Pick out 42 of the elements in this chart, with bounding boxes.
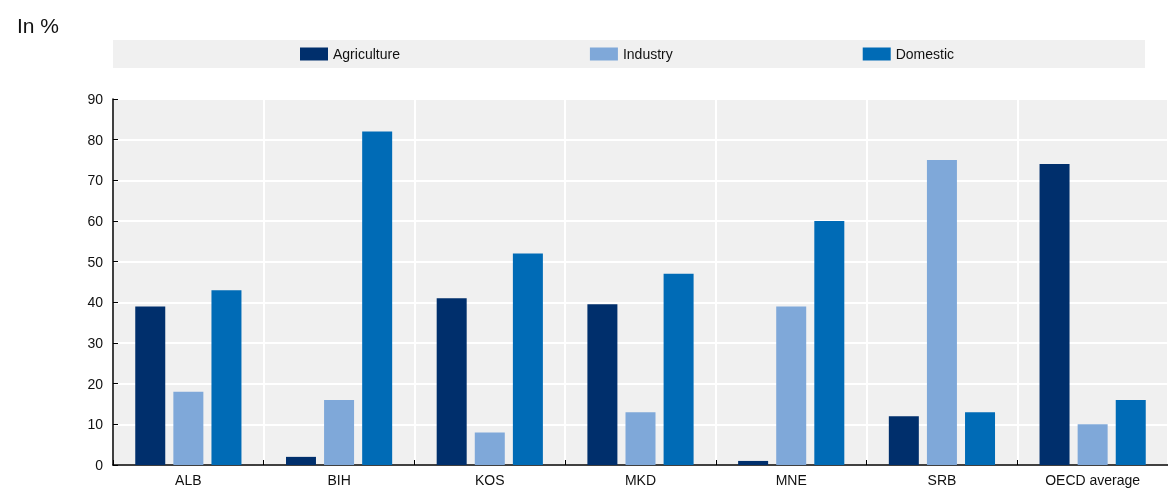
bar [888, 416, 919, 465]
y-axis-title: In % [17, 14, 60, 37]
y-tick-label: 70 [87, 172, 104, 189]
y-tick-label: 40 [87, 294, 104, 311]
bar [474, 432, 505, 465]
bar [926, 160, 957, 465]
bar [362, 131, 393, 465]
x-tick-label: ALB [175, 472, 202, 488]
x-tick-label: OECD average [1045, 472, 1141, 488]
bar [663, 273, 694, 465]
bar [211, 290, 242, 465]
y-tick-label: 10 [87, 416, 104, 433]
bar [1115, 399, 1146, 465]
y-tick-label: 60 [87, 213, 104, 229]
bar [512, 253, 543, 465]
y-tick-label: 50 [87, 253, 104, 270]
bar [324, 399, 355, 465]
x-tick-label: MNE [775, 472, 807, 488]
x-tick-label: SRB [927, 472, 957, 488]
bar [1077, 424, 1108, 465]
legend-label: Industry [622, 46, 673, 62]
bar [1039, 164, 1070, 465]
bar [173, 391, 204, 465]
x-tick-label: MKD [624, 472, 657, 488]
bar [965, 412, 996, 465]
bar [625, 412, 656, 465]
bar [436, 298, 467, 465]
bar [776, 306, 807, 465]
legend-label: Agriculture [333, 46, 401, 62]
bar [587, 304, 618, 465]
legend-label: Domestic [895, 46, 955, 62]
y-tick-label: 90 [87, 91, 104, 107]
x-tick-label: BIH [327, 472, 351, 488]
y-tick-label: 20 [87, 375, 104, 392]
x-tick-label: KOS [475, 472, 505, 488]
bar [285, 456, 316, 465]
y-tick-label: 0 [95, 457, 104, 473]
y-tick-label: 30 [87, 335, 104, 351]
bar [738, 460, 769, 465]
bar [814, 221, 845, 465]
bar [135, 306, 166, 465]
y-tick-label: 80 [87, 131, 104, 148]
